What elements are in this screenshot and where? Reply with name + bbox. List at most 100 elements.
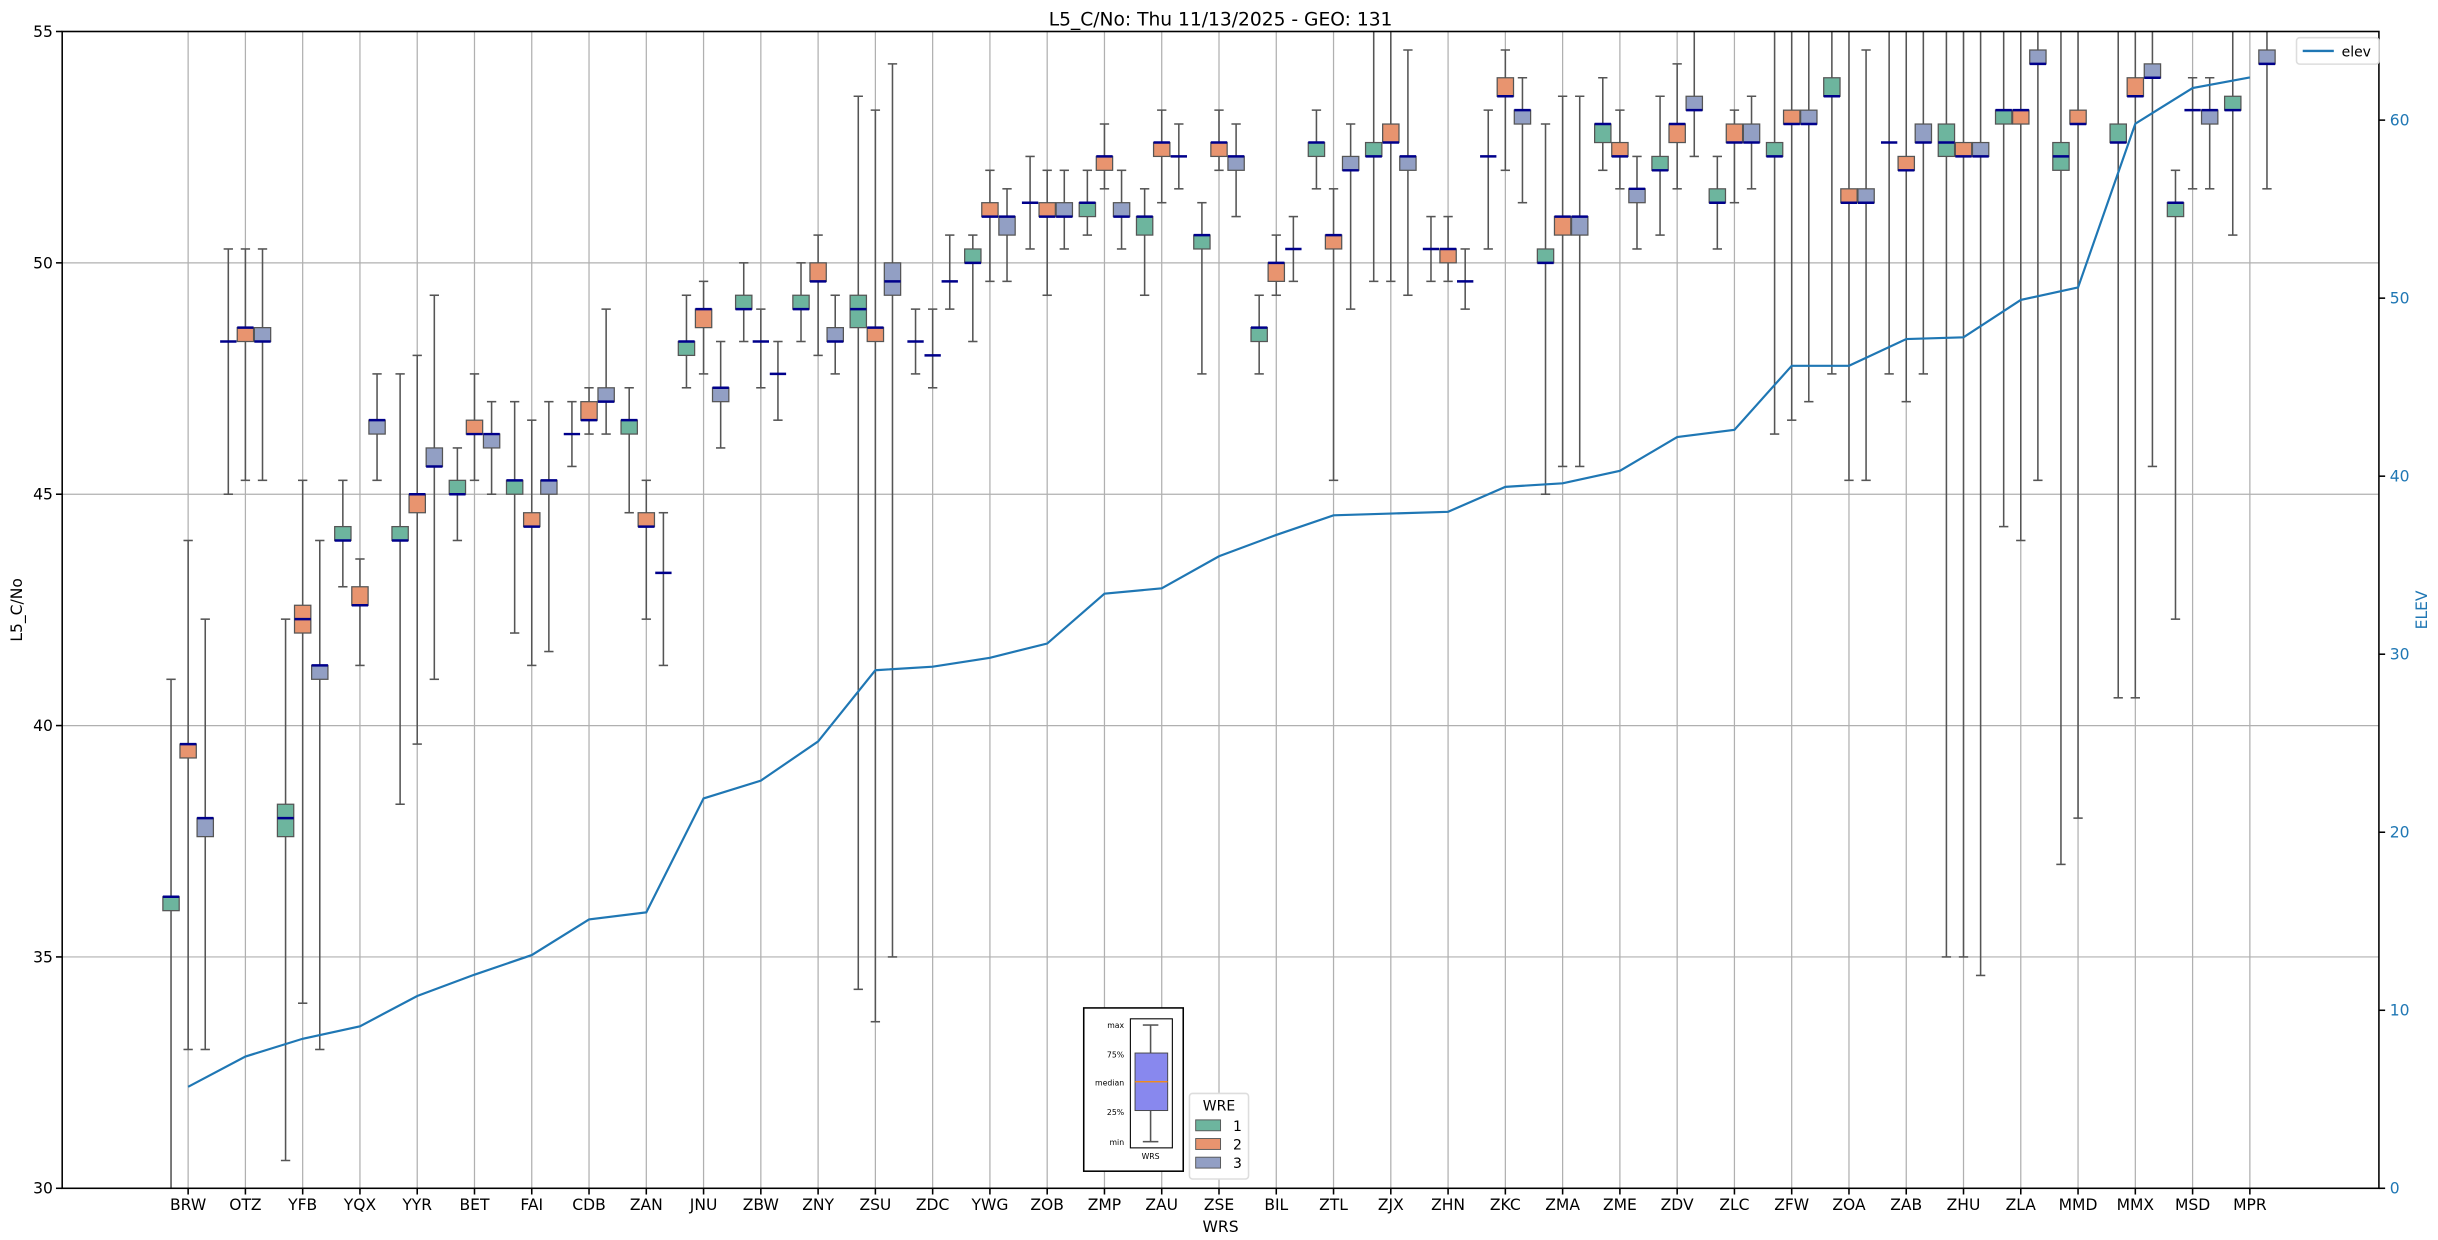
y-right-tick-label: 30: [2390, 646, 2410, 664]
box-iqr: [637, 512, 656, 528]
box-wre-3-ZHN: [1457, 248, 1474, 310]
box-wre-3-MMX: [2143, 31, 2162, 468]
box-iqr: [1496, 77, 1515, 97]
box-wre-1-ZLA: [1994, 31, 2013, 528]
box-wre-3-ZME: [1628, 155, 1646, 250]
box-wre-2-CDB: [580, 387, 598, 435]
box-wre-3-ZMA: [1570, 95, 1589, 468]
box-iqr: [1937, 123, 1956, 158]
x-tick-label: MMX: [2117, 1196, 2155, 1214]
x-tick-label: ZMA: [1545, 1196, 1580, 1214]
box-iqr: [2200, 109, 2219, 125]
box-iqr: [1994, 109, 2013, 125]
box-iqr: [522, 512, 541, 528]
box-iqr: [2069, 109, 2087, 125]
x-tick-label: ZMP: [1088, 1196, 1121, 1214]
box-wre-2-MSD: [2184, 76, 2201, 190]
box-wre-2-YYR: [408, 354, 427, 745]
box-wre-1-MPR: [2223, 31, 2242, 236]
box-wre-2-ZHU: [1954, 31, 1973, 958]
box-wre-1-ZAU: [1135, 188, 1154, 297]
box-iqr: [792, 294, 810, 310]
box-iqr: [1536, 248, 1555, 264]
box-iqr: [408, 493, 427, 514]
box-wre-3-ZBW: [769, 340, 787, 421]
y-tick-label: 55: [33, 23, 53, 41]
box-wre-2-ZDC: [924, 308, 941, 389]
box-iqr: [334, 525, 352, 542]
box-iqr: [1840, 188, 1858, 204]
box-iqr: [826, 327, 844, 343]
box-key-xlabel: WRS: [1142, 1152, 1160, 1161]
box-wre-1-ZNY: [792, 262, 810, 343]
x-tick-label: YQX: [343, 1196, 377, 1214]
box-wre-1-ZMP: [1078, 169, 1097, 236]
box-wre-3-ZFW: [1800, 31, 1818, 403]
x-tick-label: ZJX: [1378, 1196, 1404, 1214]
box-iqr: [391, 525, 409, 542]
box-key-label-min: min: [1109, 1138, 1124, 1147]
box-wre-3-YQX: [368, 373, 386, 482]
x-tick-label: BET: [460, 1196, 490, 1214]
box-wre-1-YWG: [964, 234, 982, 343]
box-iqr: [505, 479, 524, 495]
box-iqr: [1513, 109, 1532, 125]
box-iqr: [1227, 155, 1245, 171]
box-key-label-max: max: [1107, 1021, 1124, 1030]
box-wre-1-OTZ: [220, 248, 237, 495]
legend-label: 1: [1233, 1119, 1242, 1135]
y-tick-label: 30: [33, 1180, 53, 1198]
box-wre-2-ZFW: [1782, 31, 1801, 421]
box-iqr: [276, 803, 295, 838]
x-tick-label: ZAB: [1890, 1196, 1922, 1214]
box-wre-3-ZHU: [1971, 31, 1990, 977]
x-tick-label: ZDV: [1661, 1196, 1694, 1214]
box-iqr: [1668, 123, 1686, 144]
legend-label: 2: [1233, 1137, 1242, 1153]
box-iqr: [1570, 215, 1589, 236]
box-wre-2-ZKC: [1496, 49, 1515, 172]
box-wre-3-FAI: [540, 400, 558, 653]
box-wre-1-MSD: [2166, 169, 2185, 620]
box-iqr: [2143, 63, 2162, 79]
x-tick-label: MSD: [2175, 1196, 2210, 1214]
box-iqr: [1038, 202, 1056, 218]
x-tick-label: ZME: [1603, 1196, 1637, 1214]
box-wre-1-ZOA: [1823, 31, 1841, 375]
box-wre-2-JNU: [694, 280, 713, 375]
box-wre-3-ZDC: [941, 234, 958, 310]
box-iqr: [1210, 141, 1228, 158]
legend-swatch-3: [1195, 1156, 1222, 1169]
box-wre-3-ZMP: [1112, 169, 1131, 250]
box-wre-3-ZAB: [1914, 31, 1933, 375]
y-axis-right-label: ELEV: [2413, 590, 2431, 629]
legend-title: WRE: [1203, 1099, 1235, 1115]
box-wre-3-ZAU: [1170, 123, 1187, 190]
box-iqr: [809, 262, 827, 282]
x-tick-label: ZFW: [1774, 1196, 1809, 1214]
box-iqr: [425, 447, 444, 468]
y-tick-label: 35: [33, 948, 53, 966]
box-iqr: [2029, 49, 2047, 65]
x-tick-label: ZDC: [916, 1196, 949, 1214]
box-wre-1-ZHU: [1937, 31, 1956, 958]
box-wre-2-ZLC: [1725, 109, 1744, 204]
box-wre-3-ZTL: [1341, 123, 1360, 310]
box-key-label-75: 75%: [1107, 1051, 1124, 1060]
box-iqr: [2258, 49, 2276, 65]
box-wre-1-ZLC: [1708, 155, 1727, 250]
box-iqr: [1193, 234, 1211, 250]
y-right-tick-label: 40: [2390, 468, 2410, 486]
box-iqr: [2126, 77, 2145, 97]
box-iqr: [1914, 123, 1933, 144]
x-tick-label: ZLC: [1719, 1196, 1749, 1214]
box-wre-2-ZSE: [1210, 109, 1228, 172]
y-right-tick-label: 60: [2390, 112, 2410, 130]
box-wre-1-YYR: [391, 373, 409, 806]
box-iqr: [1800, 109, 1818, 125]
box-iqr: [1152, 141, 1171, 158]
box-layer: [162, 31, 2276, 1189]
box-iqr: [482, 433, 501, 449]
box-wre-1-MMD: [2052, 31, 2070, 866]
x-tick-label: MMD: [2059, 1196, 2098, 1214]
